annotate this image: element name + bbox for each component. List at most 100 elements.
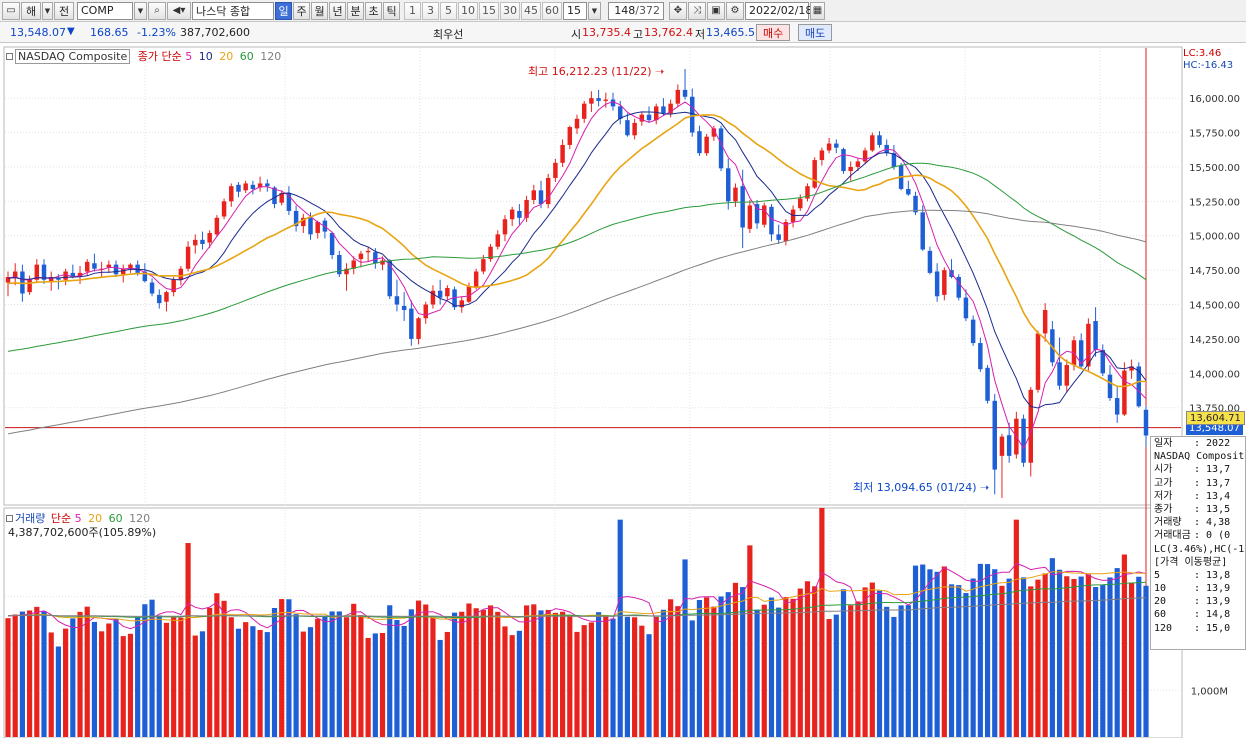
search-icon[interactable]: ⌕ bbox=[148, 1, 166, 20]
volume-bar bbox=[264, 632, 270, 737]
volume-bar bbox=[199, 631, 206, 737]
period-tick-button[interactable]: 틱 bbox=[383, 1, 400, 20]
price-tick-label: 13,750.00 bbox=[1189, 404, 1240, 415]
chart-settings-icon[interactable]: ▭ bbox=[2, 1, 20, 20]
volume-bar bbox=[668, 599, 674, 737]
volume-bar bbox=[459, 611, 465, 737]
right-arrow-icon: ➝ bbox=[655, 65, 665, 78]
draw-tool-icon[interactable]: ✥ bbox=[669, 1, 687, 20]
price-tick-label: 15,250.00 bbox=[1189, 197, 1240, 208]
symbol-dropdown-icon[interactable]: ▼ bbox=[134, 1, 147, 20]
volume-bar bbox=[235, 628, 242, 737]
info-row: 고가: 13,7 bbox=[1154, 477, 1245, 490]
calendar-icon[interactable]: ▦ bbox=[810, 1, 825, 20]
candle bbox=[625, 113, 630, 137]
hae-button[interactable]: 해 bbox=[21, 1, 41, 20]
volume-tick-label: 1,000M bbox=[1191, 686, 1228, 697]
period-day-button[interactable]: 일 bbox=[275, 1, 292, 20]
interval-45-button[interactable]: 45 bbox=[521, 1, 541, 20]
jeon-button[interactable]: 전 bbox=[54, 1, 74, 20]
candle bbox=[452, 286, 457, 311]
volume-bar bbox=[1100, 585, 1106, 737]
volume-bar bbox=[127, 633, 134, 737]
info-row: LC(3.46%),HC(-1 bbox=[1154, 543, 1245, 556]
candle bbox=[221, 198, 227, 220]
compare-icon[interactable]: ⤨ bbox=[688, 1, 706, 20]
volume-bar bbox=[862, 587, 868, 737]
volume-bar bbox=[718, 596, 724, 737]
buy-button[interactable]: 매수 bbox=[756, 24, 791, 41]
volume-bar bbox=[120, 636, 126, 737]
interval-input[interactable]: 15 bbox=[563, 1, 587, 20]
date-input[interactable]: 2022/02/18 bbox=[745, 1, 812, 20]
volume-bar bbox=[956, 585, 962, 737]
dropdown-arrow-icon[interactable]: ▼ bbox=[42, 1, 53, 20]
interval-15-button[interactable]: 15 bbox=[479, 1, 499, 20]
volume-bar bbox=[797, 588, 803, 737]
legend-ma120: 120 bbox=[260, 50, 282, 63]
period-year-button[interactable]: 년 bbox=[329, 1, 346, 20]
sell-button[interactable]: 매도 bbox=[798, 24, 833, 41]
interval-5-button[interactable]: 5 bbox=[440, 1, 457, 20]
candle bbox=[301, 213, 306, 233]
symbol-input[interactable]: COMP bbox=[77, 1, 133, 20]
candle bbox=[776, 224, 781, 244]
period-minute-button[interactable]: 분 bbox=[347, 1, 364, 20]
interval-10-button[interactable]: 10 bbox=[458, 1, 478, 20]
volume-ma-lines bbox=[7, 562, 1147, 630]
info-row: 거래대금: 0 (0 bbox=[1154, 529, 1245, 542]
gear-icon[interactable]: ⚙ bbox=[726, 1, 744, 20]
info-value: : 2022 bbox=[1194, 438, 1231, 449]
volume-bar bbox=[999, 585, 1005, 737]
period-month-button[interactable]: 월 bbox=[311, 1, 328, 20]
interval-30-button[interactable]: 30 bbox=[500, 1, 520, 20]
candle bbox=[193, 234, 198, 254]
volume-bar bbox=[984, 564, 991, 737]
save-icon[interactable]: ▣ bbox=[707, 1, 725, 20]
volume-bar bbox=[430, 618, 436, 737]
period-second-button[interactable]: 초 bbox=[365, 1, 382, 20]
info-row: 10: 13,9 bbox=[1154, 582, 1245, 595]
candle bbox=[92, 253, 97, 272]
ma20-line bbox=[7, 114, 1147, 388]
price-tick-label: 15,000.00 bbox=[1189, 232, 1240, 243]
interval-3-button[interactable]: 3 bbox=[422, 1, 439, 20]
candle bbox=[747, 199, 753, 233]
volume-bar bbox=[912, 565, 919, 737]
candle bbox=[1021, 414, 1026, 467]
volume-bar bbox=[768, 597, 775, 737]
candle bbox=[401, 292, 407, 322]
volume-bar bbox=[970, 578, 976, 737]
volume-bar bbox=[34, 606, 40, 737]
volume-bar bbox=[1020, 577, 1027, 737]
candle bbox=[733, 183, 738, 207]
period-week-button[interactable]: 주 bbox=[293, 1, 310, 20]
candle bbox=[113, 260, 119, 277]
volume-bar bbox=[84, 606, 90, 737]
info-value: : 13,9 bbox=[1194, 583, 1231, 595]
volume-bar bbox=[365, 637, 371, 737]
volume-bar bbox=[776, 607, 782, 737]
legend-ma5: 5 bbox=[185, 50, 193, 63]
candle bbox=[149, 278, 155, 297]
stock-chart[interactable]: 16,000.00 15,750.00 15,500.00 15,250.00 15,0… bbox=[0, 44, 1246, 738]
candle bbox=[567, 125, 573, 150]
info-key: LC(3.46%),HC(-1 bbox=[1154, 543, 1245, 555]
candle bbox=[978, 337, 983, 372]
interval-1-button[interactable]: 1 bbox=[404, 1, 421, 20]
volume-bar bbox=[977, 563, 983, 737]
info-row: 일자: 2022 bbox=[1154, 437, 1245, 450]
interval-dropdown-icon[interactable]: ▼ bbox=[588, 1, 601, 20]
count-input[interactable]: 148/372 bbox=[608, 1, 664, 20]
interval-60-button[interactable]: 60 bbox=[542, 1, 562, 20]
volume-bar bbox=[992, 569, 998, 737]
candle bbox=[351, 256, 356, 275]
volume-bar bbox=[761, 604, 767, 737]
volume-bars bbox=[5, 507, 1149, 737]
candle bbox=[243, 180, 248, 194]
speaker-icon[interactable]: ◀▾ bbox=[167, 1, 191, 20]
priority-label: 최우선 bbox=[433, 28, 464, 41]
volume-bar bbox=[214, 593, 220, 737]
candle bbox=[5, 271, 11, 297]
candle bbox=[639, 111, 645, 126]
